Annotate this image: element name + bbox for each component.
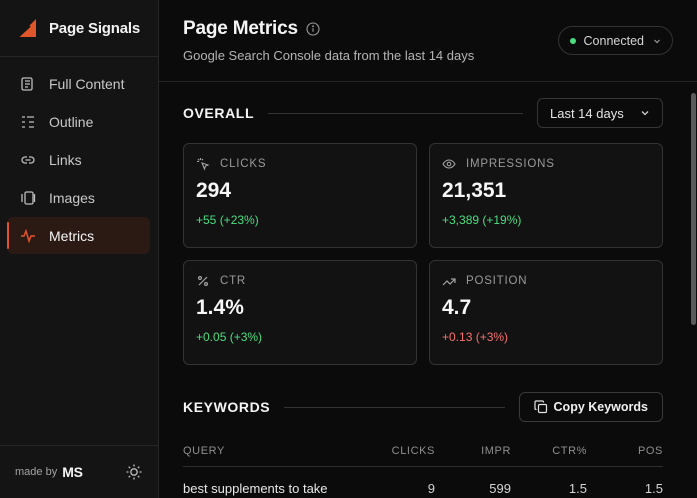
sidebar-item-outline[interactable]: Outline (7, 103, 150, 140)
scroll-icon (19, 75, 37, 93)
sidebar-item-links[interactable]: Links (7, 141, 150, 178)
sidebar-item-full-content[interactable]: Full Content (7, 65, 150, 102)
sidebar-nav: Full Content Outline Links Images Metric… (0, 57, 158, 254)
col-pos[interactable]: POS (637, 445, 663, 457)
scrollbar-thumb[interactable] (691, 93, 696, 325)
cell-pos: 1.5 (644, 481, 663, 496)
page-title: Page Metrics (183, 18, 298, 39)
connection-status-label: Connected (583, 33, 644, 48)
overall-title: OVERALL (183, 105, 255, 121)
copy-keywords-button[interactable]: Copy Keywords (518, 392, 663, 422)
metric-card-ctr: CTR 1.4% +0.05 (+3%) (183, 260, 417, 365)
overall-section-header: OVERALL Last 14 days (183, 98, 663, 128)
col-clicks[interactable]: CLICKS (391, 445, 435, 457)
chevron-down-icon (641, 111, 649, 116)
sun-icon[interactable] (125, 463, 143, 481)
divider (284, 406, 505, 408)
link-icon (19, 151, 37, 169)
connection-status-dropdown[interactable]: Connected (557, 26, 673, 55)
status-dot (569, 37, 576, 44)
col-ctr[interactable]: CTR% (552, 445, 587, 457)
page-header: Page Metrics Google Search Console data … (159, 0, 697, 82)
metric-value: 4.7 (442, 296, 472, 319)
cell-ctr: 1.5 (568, 481, 587, 496)
metric-delta: +3,389 (+19%) (442, 213, 522, 227)
trending-up-icon (442, 278, 456, 286)
sidebar-item-label: Metrics (49, 227, 95, 244)
col-query[interactable]: QUERY (183, 445, 225, 457)
author-logo[interactable]: MS (62, 464, 83, 480)
table-row[interactable]: best supplements to take 9 599 1.5 1.5 (183, 467, 663, 496)
metric-card-position: POSITION 4.7 +0.13 (+3%) (429, 260, 663, 365)
table-header: QUERY CLICKS IMPR CTR% POS (183, 445, 663, 467)
col-impr[interactable]: IMPR (481, 445, 511, 457)
metric-delta: +0.05 (+3%) (196, 330, 263, 344)
page-subtitle: Google Search Console data from the last… (183, 48, 475, 63)
metric-cards: CLICKS 294 +55 (+23%) IMPRESSIONS 21,351… (183, 143, 663, 365)
sidebar-item-label: Images (49, 189, 95, 206)
cell-impr: 599 (489, 481, 511, 496)
sidebar-item-label: Links (49, 151, 82, 168)
brand-logo-icon (17, 19, 36, 38)
brand-name: Page Signals (49, 19, 140, 37)
metric-value: 21,351 (442, 179, 507, 202)
date-range-value: Last 14 days (550, 105, 624, 121)
cursor-click-icon (197, 158, 210, 171)
metric-label: CLICKS (220, 158, 267, 170)
cell-query: best supplements to take (183, 481, 328, 496)
made-by-label: made by (15, 466, 58, 478)
images-icon (19, 189, 37, 207)
sidebar-footer: made by MS (0, 445, 158, 498)
copy-icon (533, 400, 547, 414)
keywords-table: QUERY CLICKS IMPR CTR% POS best suppleme… (183, 445, 663, 496)
divider (268, 112, 523, 114)
metric-delta: +0.13 (+3%) (442, 330, 509, 344)
metric-label: POSITION (466, 275, 528, 287)
brand[interactable]: Page Signals (0, 0, 158, 57)
percent-icon (197, 275, 209, 287)
outline-icon (19, 113, 37, 131)
main-panel: Page Metrics Google Search Console data … (159, 0, 697, 498)
keywords-section-header: KEYWORDS Copy Keywords (183, 392, 663, 422)
sidebar-item-metrics[interactable]: Metrics (7, 217, 150, 254)
metric-value: 1.4% (196, 296, 244, 319)
metrics-content[interactable]: OVERALL Last 14 days CLICKS 294 +55 (+23… (159, 83, 687, 498)
chevron-down-icon (654, 39, 660, 43)
metric-card-impressions: IMPRESSIONS 21,351 +3,389 (+19%) (429, 143, 663, 248)
sidebar-item-images[interactable]: Images (7, 179, 150, 216)
metric-delta: +55 (+23%) (196, 213, 259, 227)
sidebar: Page Signals Full Content Outline Links … (0, 0, 159, 498)
eye-icon (442, 159, 456, 169)
metric-value: 294 (196, 179, 232, 202)
keywords-title: KEYWORDS (183, 399, 271, 415)
info-icon[interactable] (306, 22, 320, 36)
metric-label: IMPRESSIONS (466, 158, 555, 170)
sidebar-item-label: Full Content (49, 75, 125, 92)
cell-clicks: 9 (427, 481, 435, 496)
copy-keywords-label: Copy Keywords (553, 400, 648, 414)
activity-icon (19, 227, 37, 245)
metric-label: CTR (220, 275, 247, 287)
metric-card-clicks: CLICKS 294 +55 (+23%) (183, 143, 417, 248)
sidebar-item-label: Outline (49, 113, 94, 130)
date-range-select[interactable]: Last 14 days (537, 98, 663, 128)
